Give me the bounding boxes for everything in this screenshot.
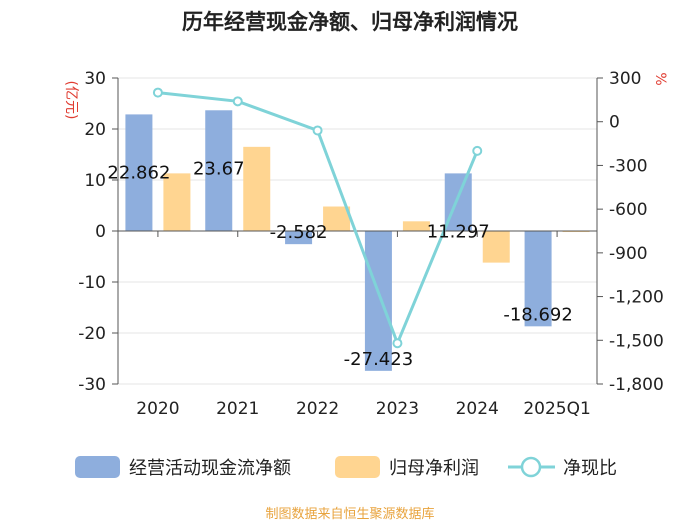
cashflow-bar (125, 114, 153, 231)
legend-marker-ratio (520, 456, 542, 478)
right-tick-label: -600 (609, 200, 648, 220)
cashflow-bar (364, 231, 392, 371)
cashflow-data-label: -18.692 (503, 304, 572, 325)
left-tick-label: -20 (78, 324, 106, 344)
legend-label-profit: 归母净利润 (389, 458, 479, 479)
right-tick-label: -1,200 (609, 288, 664, 308)
ratio-point (472, 145, 483, 156)
cashflow-data-label: 11.297 (427, 221, 490, 242)
category-label: 2024 (456, 399, 499, 419)
right-tick-label: 300 (609, 69, 641, 89)
category-label: 2023 (376, 399, 419, 419)
cashflow-data-label: -27.423 (344, 349, 413, 370)
legend: 经营活动现金流净额 归母净利润 净现比 (75, 456, 617, 479)
category-label: 2022 (296, 399, 339, 419)
data-labels: 22.862 23.67 -2.582 -27.423 11.297 -18.692 (107, 158, 572, 370)
ratio-line (152, 87, 483, 349)
left-tick-label: 30 (84, 69, 106, 89)
left-tick-label: 0 (95, 222, 106, 242)
right-tick-label: -900 (609, 244, 648, 264)
legend-label-cashflow: 经营活动现金流净额 (129, 458, 291, 479)
cashflow-bar (205, 110, 233, 231)
right-tick-label: 0 (609, 113, 620, 133)
left-tick-label: -10 (78, 273, 106, 293)
ratio-point (312, 125, 323, 136)
net-profit-bar (243, 146, 271, 231)
left-tick-label: 20 (84, 120, 106, 140)
right-tick-label: -1,500 (609, 331, 664, 351)
net-profit-bar (562, 231, 590, 233)
net-profit-bar (402, 221, 430, 231)
left-tick-label: -30 (78, 375, 106, 395)
axes: 30 20 10 0 -10 -20 -30 300 0 -300 -600 -900 -1,200 -1… (78, 69, 664, 419)
bars (125, 110, 590, 371)
net-profit-bar (163, 173, 191, 231)
cashflow-data-label: 22.862 (107, 162, 170, 183)
legend-label-ratio: 净现比 (563, 458, 617, 479)
category-label: 2021 (216, 399, 259, 419)
right-tick-label: -1,800 (609, 375, 664, 395)
source-text: 制图数据来自恒生聚源数据库 (265, 506, 434, 522)
ratio-point (392, 338, 403, 349)
chart-title: 历年经营现金净额、归母净利润情况 (182, 10, 518, 34)
cashflow-data-label: 23.67 (193, 158, 245, 179)
cashflow-bar (285, 231, 313, 245)
left-tick-label: 10 (84, 171, 106, 191)
cashflow-bar (524, 231, 552, 327)
category-label: 2020 (136, 399, 179, 419)
cashflow-data-label: -2.582 (270, 222, 328, 243)
ratio-point (232, 96, 243, 107)
legend-swatch-cashflow (75, 456, 120, 478)
left-axis-unit-label: (亿元) (63, 81, 79, 120)
right-tick-label: -300 (609, 156, 648, 176)
ratio-point (152, 87, 163, 98)
net-profit-bar (323, 206, 351, 231)
net-profit-bar (482, 231, 510, 263)
category-label: 2025Q1 (523, 399, 590, 419)
legend-swatch-profit (335, 456, 380, 478)
right-axis-unit-label: % (652, 72, 668, 85)
